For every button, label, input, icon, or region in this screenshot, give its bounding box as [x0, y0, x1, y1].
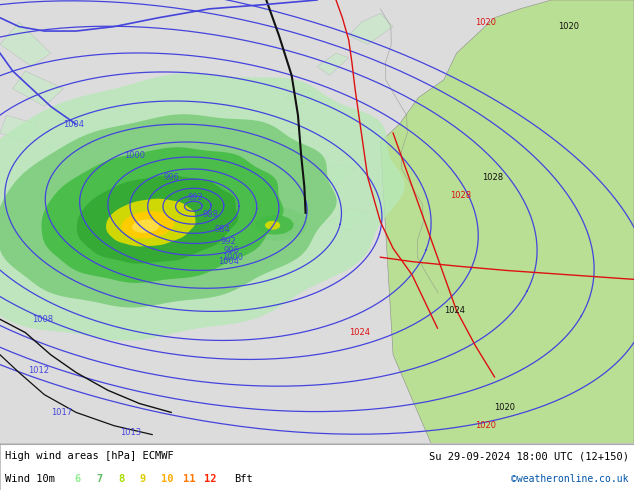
Polygon shape — [349, 13, 393, 44]
Polygon shape — [244, 207, 307, 241]
Polygon shape — [265, 221, 280, 230]
Text: Wind 10m: Wind 10m — [5, 474, 55, 484]
Polygon shape — [0, 22, 51, 67]
Polygon shape — [0, 114, 337, 308]
Text: 10: 10 — [161, 474, 174, 484]
Text: 1004: 1004 — [218, 257, 239, 266]
Polygon shape — [0, 73, 404, 341]
Polygon shape — [273, 133, 304, 151]
Text: 996: 996 — [223, 245, 239, 255]
Text: 1013: 1013 — [120, 428, 141, 437]
Polygon shape — [41, 147, 283, 283]
Text: 1024: 1024 — [349, 328, 370, 337]
Text: 1020: 1020 — [476, 18, 496, 26]
Text: 996: 996 — [164, 173, 179, 182]
Text: High wind areas [hPa] ECMWF: High wind areas [hPa] ECMWF — [5, 451, 174, 461]
Polygon shape — [256, 215, 294, 235]
Polygon shape — [0, 115, 38, 142]
Text: 12: 12 — [204, 474, 217, 484]
Polygon shape — [254, 257, 298, 284]
Polygon shape — [77, 175, 238, 264]
Text: 1012: 1012 — [29, 366, 49, 375]
Polygon shape — [330, 208, 368, 231]
Text: 8: 8 — [118, 474, 124, 484]
Text: 992: 992 — [221, 237, 236, 246]
Text: 1024: 1024 — [444, 306, 465, 315]
Polygon shape — [317, 164, 355, 186]
Polygon shape — [380, 0, 634, 443]
Text: 1020: 1020 — [558, 22, 579, 31]
Text: 9: 9 — [139, 474, 146, 484]
Text: 1020: 1020 — [495, 403, 515, 413]
Text: 984: 984 — [214, 225, 230, 234]
Text: 1000: 1000 — [124, 151, 145, 160]
Text: ©weatheronline.co.uk: ©weatheronline.co.uk — [512, 474, 629, 484]
Text: Bft: Bft — [235, 474, 254, 484]
Polygon shape — [121, 211, 174, 238]
Text: 7: 7 — [96, 474, 103, 484]
Text: 1020: 1020 — [476, 421, 496, 430]
Text: 1000: 1000 — [222, 253, 243, 262]
Text: 1028: 1028 — [482, 173, 503, 182]
Text: 6: 6 — [75, 474, 81, 484]
Polygon shape — [106, 199, 196, 246]
Text: 1008: 1008 — [32, 315, 53, 324]
Text: 992: 992 — [187, 193, 203, 202]
Polygon shape — [13, 71, 63, 106]
Text: 1028: 1028 — [450, 191, 471, 199]
Polygon shape — [132, 220, 160, 233]
Polygon shape — [317, 53, 349, 75]
Text: 1017: 1017 — [51, 408, 72, 417]
Text: 11: 11 — [183, 474, 195, 484]
Text: 988: 988 — [203, 210, 219, 219]
Text: 1004: 1004 — [63, 120, 84, 129]
Text: Su 29-09-2024 18:00 UTC (12+150): Su 29-09-2024 18:00 UTC (12+150) — [429, 451, 629, 461]
Polygon shape — [285, 89, 317, 106]
